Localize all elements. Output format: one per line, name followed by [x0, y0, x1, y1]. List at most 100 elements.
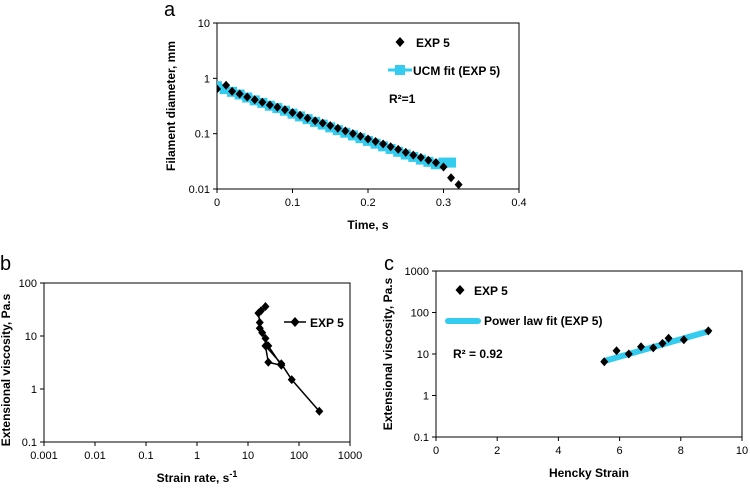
chart-c: c 0 2 4 6 8 10 0.1 1 10 100 1000 Hencky Strain Ext… — [381, 253, 748, 480]
x-tick-label: 0.01 — [84, 450, 105, 462]
x-tick-label: 100 — [290, 450, 308, 462]
x-tick-label: 6 — [617, 445, 623, 457]
chart-b: b 0.001 0.01 0.1 1 10 100 1000 0.1 1 10 100 Strain… — [0, 253, 362, 485]
data-point-exp5 — [454, 180, 463, 189]
annotation-r2-a: R²=1 — [389, 92, 416, 106]
y-tick-label: 100 — [19, 278, 37, 290]
data-point-exp5 — [348, 129, 357, 139]
data-point-exp5 — [311, 116, 320, 126]
y-tick-label: 1000 — [405, 266, 429, 278]
y-axis-title-a: Filament diameter, mm — [164, 41, 178, 171]
data-point-exp5 — [379, 139, 388, 149]
plot-area-b — [43, 282, 351, 443]
data-point-exp5 — [624, 349, 633, 359]
x-tick-label: 0.2 — [360, 197, 375, 209]
data-point-exp5 — [277, 360, 286, 370]
x-tick-label: 0.001 — [30, 450, 58, 462]
data-point-exp5 — [333, 123, 342, 133]
legend-label-powerlaw: Power law fit (EXP 5) — [484, 314, 602, 328]
data-point-exp5 — [401, 147, 410, 157]
data-point-exp5 — [315, 406, 324, 416]
x-axis-title-b: Strain rate, s-1 — [157, 469, 238, 485]
data-point-exp5 — [612, 346, 621, 356]
data-point-exp5 — [600, 357, 609, 367]
y-tick-label: 10 — [198, 18, 210, 30]
data-point-exp5 — [228, 86, 237, 96]
data-point-exp5 — [222, 80, 231, 90]
x-tick-label: 0.4 — [511, 197, 526, 209]
data-point-exp5 — [424, 155, 433, 165]
data-point-exp5 — [287, 375, 296, 385]
data-point-exp5 — [447, 173, 456, 183]
legend-c: EXP 5 Power law fit (EXP 5) R² = 0.92 — [445, 284, 602, 361]
data-point-exp5 — [658, 338, 667, 348]
data-point-exp5 — [261, 333, 270, 343]
x-tick-label: 4 — [555, 445, 561, 457]
annotation-r2-c: R² = 0.92 — [453, 347, 503, 361]
data-point-exp5 — [255, 323, 264, 333]
data-point-exp5 — [371, 137, 380, 147]
legend-marker-exp5-a — [395, 37, 405, 47]
data-point-exp5 — [257, 306, 266, 316]
data-point-exp5 — [261, 302, 270, 312]
data-point-exp5 — [364, 134, 372, 144]
data-point-exp5 — [704, 326, 713, 336]
legend-a: EXP 5 UCM fit (EXP 5) R²=1 — [388, 36, 500, 106]
data-point-exp5 — [235, 89, 244, 99]
y-tick-label: 0.1 — [414, 432, 429, 444]
data-point-exp5 — [326, 121, 335, 131]
data-point-exp5 — [439, 162, 448, 172]
data-point-exp5 — [255, 317, 264, 327]
data-point-exp5 — [264, 357, 273, 367]
data-point-exp5 — [356, 131, 365, 141]
x-tick-label: 1 — [194, 450, 200, 462]
x-tick-label: 2 — [494, 445, 500, 457]
data-point-exp5 — [394, 144, 403, 154]
x-tick-label: 0 — [433, 445, 439, 457]
data-point-exp5 — [637, 342, 646, 352]
data-point-ucm-fit — [446, 157, 457, 168]
legend-label-exp5-b: EXP 5 — [310, 316, 344, 330]
x-axis-title-b-text: Strain rate, s — [157, 471, 230, 485]
x-tick-label: 10 — [736, 445, 748, 457]
y-tick-label: 1 — [204, 73, 210, 85]
x-tick-label: 1000 — [338, 450, 362, 462]
y-tick-label: 0.1 — [195, 129, 210, 141]
chart-a: a 0 0.1 0.2 0.3 0.4 0.01 0.1 1 10 Time, s Filame… — [164, 0, 527, 232]
legend-marker-exp5-c — [455, 285, 465, 295]
x-axis-title-c: Hencky Strain — [549, 466, 629, 480]
x-tick-label: 10 — [242, 450, 254, 462]
y-tick-label: 0.01 — [189, 184, 210, 196]
x-axis-title-a: Time, s — [347, 218, 388, 232]
y-axis-title-b: Extensional viscosity, Pa.s — [0, 293, 13, 446]
data-point-exp5 — [250, 95, 259, 105]
data-point-exp5 — [341, 126, 350, 136]
data-point-exp5 — [664, 333, 673, 343]
legend-marker-exp5-b — [290, 317, 300, 327]
data-point-exp5 — [416, 153, 425, 163]
y-tick-label: 1 — [423, 391, 429, 403]
data-point-exp5 — [280, 105, 289, 115]
data-point-exp5 — [288, 108, 297, 118]
series-b — [254, 302, 324, 416]
data-point-exp5 — [431, 158, 440, 168]
x-tick-label: 0 — [214, 197, 220, 209]
data-point-exp5 — [679, 335, 688, 345]
series-c — [600, 326, 713, 367]
y-tick-label: 0.1 — [22, 437, 37, 449]
data-point-exp5 — [217, 84, 221, 94]
y-axis-title-c: Extensional viscosity, Pa.s — [381, 277, 395, 430]
fit-line-power-law — [601, 328, 712, 364]
ticks-c: 0 2 4 6 8 10 0.1 1 10 100 1000 — [405, 266, 749, 457]
data-point-ucm-fit — [217, 81, 222, 92]
legend-label-exp5-a: EXP 5 — [416, 36, 450, 50]
x-tick-label: 0.1 — [138, 450, 153, 462]
data-point-exp5 — [409, 150, 418, 160]
panel-label-b: b — [0, 253, 11, 275]
data-point-ucm-fit — [219, 84, 230, 95]
panel-label-c: c — [384, 253, 394, 275]
y-tick-label: 10 — [417, 349, 429, 361]
data-point-exp5 — [258, 97, 267, 107]
x-tick-label: 0.1 — [285, 197, 300, 209]
